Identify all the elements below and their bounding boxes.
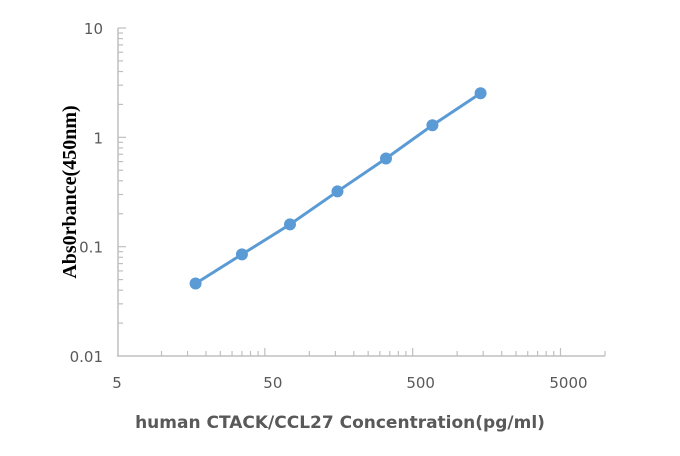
x-tick-label: 500 [406,374,435,392]
y-tick-label: 1 [93,129,103,147]
y-tick-label: 0.01 [70,348,103,366]
x-tick-label: 5000 [549,374,587,392]
x-tick-label: 50 [263,374,282,392]
data-point [235,248,248,261]
data-point [474,87,487,100]
data-point [379,152,392,165]
data-point [284,218,297,231]
x-axis-label: human CTACK/CCL27 Concentration(pg/ml) [135,413,545,433]
y-tick-label: 10 [84,20,103,38]
data-point [331,185,344,198]
y-tick-label: 0.1 [79,239,103,257]
data-point [189,277,202,290]
y-axis-label: Abs0rbance(450nm) [59,105,81,278]
x-tick-label: 5 [112,374,122,392]
data-point [426,119,439,132]
